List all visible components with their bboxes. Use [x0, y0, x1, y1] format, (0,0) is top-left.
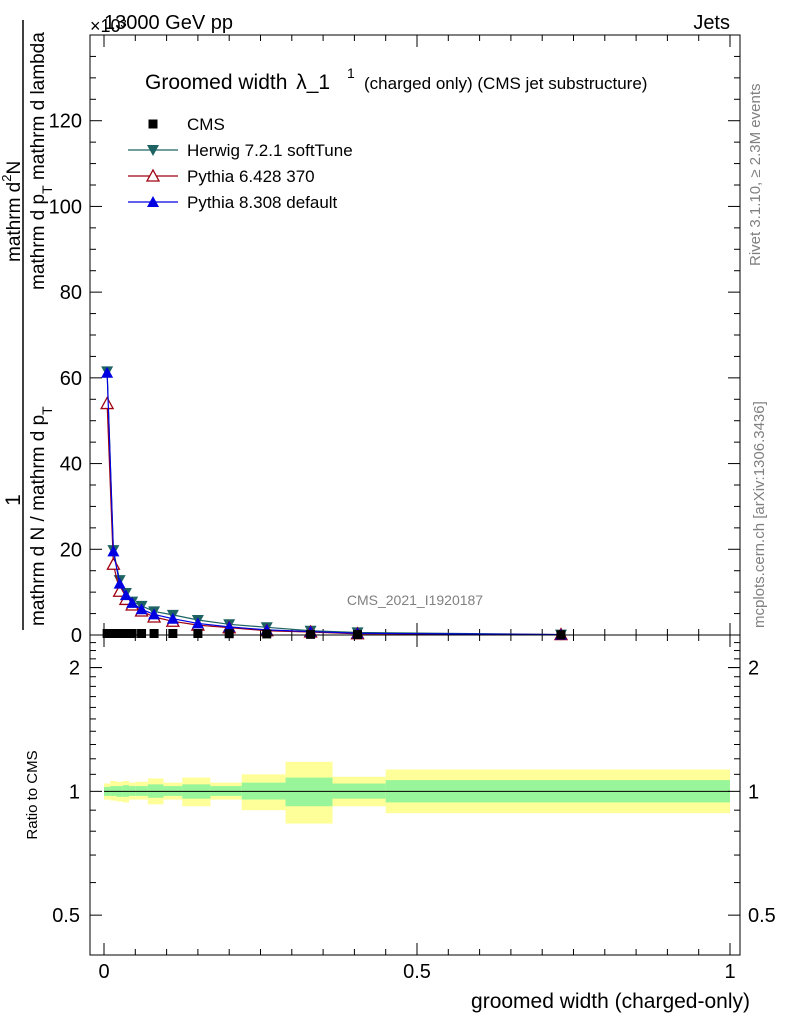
data-point: [262, 629, 272, 639]
data-point: [112, 583, 127, 597]
data-point: [108, 629, 118, 638]
data-point: [148, 608, 161, 620]
ylabel-lower-text: mathrm d p: [28, 194, 49, 290]
header-right: Jets: [693, 12, 730, 34]
ratio-plot-frame: [89, 634, 741, 956]
ratio-x-axis: 0 0.5 1: [98, 635, 736, 983]
ylabel-numerator-N: N: [4, 161, 25, 175]
main-y-tick-label: 100: [49, 196, 82, 218]
header-left: 13000 GeV pp: [104, 12, 233, 34]
plot-title-main: Groomed width: [145, 71, 287, 94]
data-point: [127, 629, 137, 638]
ratio-x-tick-label: 0: [98, 961, 109, 983]
data-point: [168, 629, 178, 638]
legend-item: Herwig 7.2.1 softTune: [128, 141, 353, 160]
legend-item: CMS: [148, 115, 225, 134]
plot-title-sub: (charged only) (CMS jet substructure): [364, 74, 647, 93]
data-point: [101, 366, 114, 378]
plot-title-lambda: λ_1: [296, 71, 330, 94]
series-layer: [100, 366, 569, 641]
legend-label: CMS: [187, 115, 225, 134]
legend-label: Pythia 8.308 default: [187, 193, 338, 212]
legend-marker: [147, 145, 159, 156]
legend-label: Herwig 7.2.1 softTune: [187, 141, 353, 160]
legend-item: Pythia 6.428 370: [128, 167, 315, 186]
plot-title: Groomed width λ_1: [145, 71, 330, 94]
legend-marker: [145, 168, 161, 182]
data-point: [149, 629, 159, 638]
ratio-y-tick-label: 0.5: [52, 905, 80, 927]
ratio-bands: [104, 761, 730, 824]
data-point: [224, 629, 234, 639]
watermark: CMS_2021_I1920187: [347, 592, 483, 608]
ylabel-denominator-text: mathrm d N / mathrm d p: [28, 415, 49, 626]
ylabel-lower-sub: T: [39, 185, 55, 194]
legend-marker: [147, 196, 159, 207]
rivet-label: Rivet 3.1.10, ≥ 2.3M events: [747, 84, 764, 267]
data-point: [113, 577, 126, 589]
ylabel-one: 1: [2, 494, 25, 506]
main-y-axis: 0 20 40 60 80 100 120: [49, 34, 740, 647]
series-herwig-7-2-1-softtune: [101, 366, 567, 641]
main-y-tick-label: 80: [60, 282, 82, 304]
header-exponent: ×10³: [90, 16, 127, 36]
series-pythia-8-308-default: [101, 366, 567, 640]
mcplots-label: mcplots.cern.ch [arXiv:1306.3436]: [751, 401, 768, 628]
ylabel-numerator: mathrm d2N: [0, 161, 25, 262]
series-line: [106, 403, 561, 636]
ylabel-denominator: mathrm d N / mathrm d pT: [28, 406, 55, 626]
ratio-y-tick-label: 2: [69, 658, 80, 680]
ylabel-numerator-sup: 2: [0, 175, 14, 182]
ylabel-lower-tail: mathrm d lambda: [28, 32, 49, 186]
ratio-y-label: Ratio to CMS: [24, 750, 41, 839]
main-y-tick-label: 40: [60, 454, 82, 476]
ratio-y-tick-label: 1: [69, 781, 80, 803]
ratio-y-tick-label-right: 0.5: [748, 905, 776, 927]
data-point: [166, 612, 179, 624]
data-point: [100, 396, 115, 410]
ratio-y-tick-label-right: 2: [748, 658, 759, 680]
data-point: [193, 629, 203, 638]
x-axis-label: groomed width (charged-only): [471, 990, 750, 1013]
ratio-inner-band: [285, 777, 333, 807]
ratio-y-tick-label-right: 1: [748, 781, 759, 803]
data-point: [223, 620, 236, 632]
data-point: [115, 629, 125, 638]
main-y-tick-label: 0: [71, 625, 82, 647]
series-line: [106, 371, 561, 636]
legend: CMS Herwig 7.2.1 softTune Pythia 6.428 370…: [128, 115, 353, 212]
ylabel-denominator-sub: T: [39, 406, 55, 415]
data-point: [106, 556, 121, 570]
main-y-tick-label: 60: [60, 368, 82, 390]
data-point: [102, 629, 112, 638]
plot-title-sup: 1: [347, 65, 355, 81]
data-point: [191, 617, 204, 629]
legend-item: Pythia 8.308 default: [128, 193, 338, 212]
series-pythia-6-428-370: [100, 396, 569, 641]
main-y-tick-label: 120: [49, 111, 82, 133]
main-y-tick-label: 20: [60, 539, 82, 561]
ylabel-numerator-text: mathrm d: [4, 182, 25, 262]
ratio-x-tick-label: 0.5: [403, 961, 431, 983]
ylabel-lower: mathrm d pT mathrm d lambda: [28, 32, 55, 290]
ratio-x-tick-label: 1: [724, 961, 735, 983]
data-point: [135, 603, 148, 615]
legend-label: Pythia 6.428 370: [187, 167, 315, 186]
ratio-y-axis: 0.5 0.5 1 1 2 2: [52, 642, 776, 927]
series-line: [106, 372, 561, 636]
data-point: [107, 545, 120, 557]
legend-marker: [148, 119, 158, 129]
data-point: [126, 596, 139, 608]
main-y-label: 1 mathrm d N / mathrm d pT mathrm d pT m…: [0, 20, 55, 630]
data-point: [121, 629, 131, 638]
data-point: [137, 629, 147, 638]
data-point: [119, 589, 132, 601]
data-point: [306, 629, 316, 639]
